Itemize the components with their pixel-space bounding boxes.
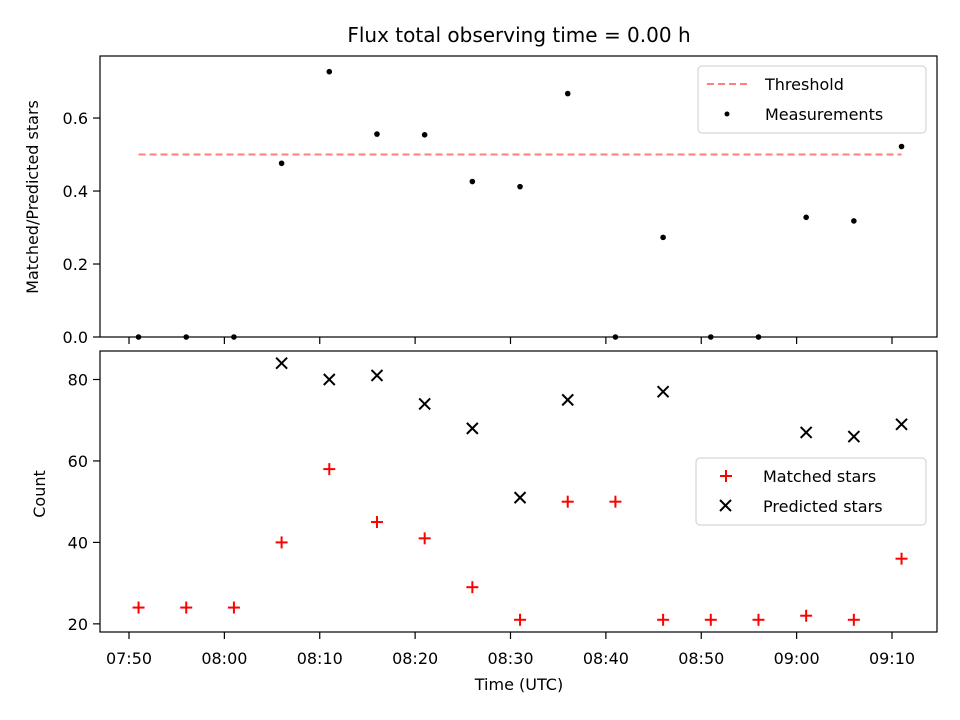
matched-star-point	[609, 495, 622, 508]
matched-star-point	[418, 532, 431, 545]
count-y-tick-label: 20	[68, 615, 88, 634]
measurement-point	[231, 334, 237, 340]
ratio-marks	[135, 68, 905, 340]
matched-star-point	[180, 601, 193, 614]
matched-star-point	[752, 613, 765, 626]
legend-predicted-label: Predicted stars	[763, 497, 883, 516]
measurement-point	[564, 90, 571, 97]
measurement-point	[660, 234, 666, 241]
count-x-tick-label: 09:00	[774, 649, 820, 668]
legend-threshold-label: Threshold	[764, 75, 844, 94]
ratio-legend: Threshold Measurements	[697, 65, 927, 134]
measurement-point	[135, 334, 142, 340]
matched-star-point	[657, 613, 670, 626]
predicted-star-point	[513, 491, 527, 504]
count-x-tick-label: 08:10	[297, 649, 343, 668]
measurement-point	[326, 68, 333, 75]
measurement-point	[278, 160, 285, 167]
count-x-tick-label: 08:40	[583, 649, 629, 668]
matched-star-point	[514, 613, 527, 626]
count-x-ticks: 07:50 08:00 08:10 08:20 08:30 08:40 08:50 09:00…	[106, 632, 915, 668]
legend-matched-swatch	[720, 470, 732, 482]
matched-star-point	[561, 495, 574, 508]
ratio-y-tick-label: 0.6	[63, 109, 88, 128]
count-y-tick-label: 40	[68, 533, 88, 552]
count-x-tick-label: 08:50	[678, 649, 724, 668]
chart-title: Flux total observing time = 0.00 h	[347, 23, 690, 47]
count-y-ticks: 20 40 60 80	[68, 371, 100, 634]
measurement-point	[517, 183, 523, 190]
ratio-y-ticks: 0.0 0.2 0.4 0.6	[63, 109, 100, 347]
count-x-tick-label: 08:30	[487, 649, 533, 668]
matched-star-point	[370, 516, 383, 529]
measurement-point	[803, 214, 809, 221]
count-y-tick-label: 80	[68, 371, 88, 390]
count-x-tick-label: 09:10	[869, 649, 915, 668]
ratio-y-tick-label: 0.4	[63, 182, 88, 201]
matched-star-point	[275, 536, 288, 549]
count-x-axis-label: Time (UTC)	[474, 675, 563, 694]
measurement-point	[707, 334, 714, 340]
predicted-star-point	[275, 357, 288, 370]
matched-star-point	[800, 609, 813, 622]
matched-star-point	[704, 613, 717, 626]
ratio-y-axis-label: Matched/Predicted stars	[23, 100, 42, 294]
legend-measurements-label: Measurements	[765, 105, 883, 124]
ratio-y-tick-label: 0.2	[63, 255, 88, 274]
legend-measurements-swatch	[724, 111, 730, 117]
measurement-point	[612, 334, 619, 340]
matched-star-point	[847, 613, 860, 626]
count-x-tick-label: 07:50	[106, 649, 152, 668]
predicted-star-point	[895, 418, 908, 431]
matched-star-point	[466, 581, 479, 594]
count-legend: Matched stars Predicted stars	[695, 457, 927, 526]
predicted-star-point	[847, 430, 861, 443]
predicted-star-point	[370, 369, 384, 382]
predicted-star-point	[799, 426, 813, 439]
predicted-star-point	[418, 397, 431, 411]
measurement-point	[851, 218, 857, 224]
count-y-axis-label: Count	[30, 470, 49, 518]
ratio-y-tick-label: 0.0	[63, 328, 88, 347]
predicted-star-point	[323, 373, 336, 386]
count-x-tick-label: 08:00	[201, 649, 247, 668]
predicted-star-point	[466, 422, 479, 435]
matched-star-point	[895, 552, 908, 565]
ratio-legend-box	[697, 65, 927, 134]
count-legend-box	[695, 457, 927, 526]
matched-star-point	[323, 463, 336, 476]
measurement-point	[183, 334, 190, 340]
legend-matched-label: Matched stars	[763, 467, 876, 486]
predicted-star-point	[656, 385, 670, 398]
measurement-point	[374, 131, 380, 137]
ratio-x-ticks	[128, 337, 893, 344]
matched-star-point	[227, 601, 240, 614]
legend-predicted-swatch	[719, 499, 732, 512]
count-plot-frame	[99, 350, 938, 633]
count-marks	[132, 357, 908, 626]
measurement-point	[469, 178, 476, 185]
measurement-point	[898, 143, 905, 150]
predicted-star-point	[561, 393, 574, 407]
ratio-plot-frame	[99, 55, 938, 338]
measurement-point	[755, 334, 762, 340]
matched-star-point	[132, 601, 145, 614]
measurement-point	[421, 132, 428, 138]
count-y-tick-label: 60	[68, 452, 88, 471]
ratio-plot: 0.0 0.2 0.4 0.6 Matched/Predicted stars Thr…	[23, 55, 938, 347]
count-x-tick-label: 08:20	[392, 649, 438, 668]
